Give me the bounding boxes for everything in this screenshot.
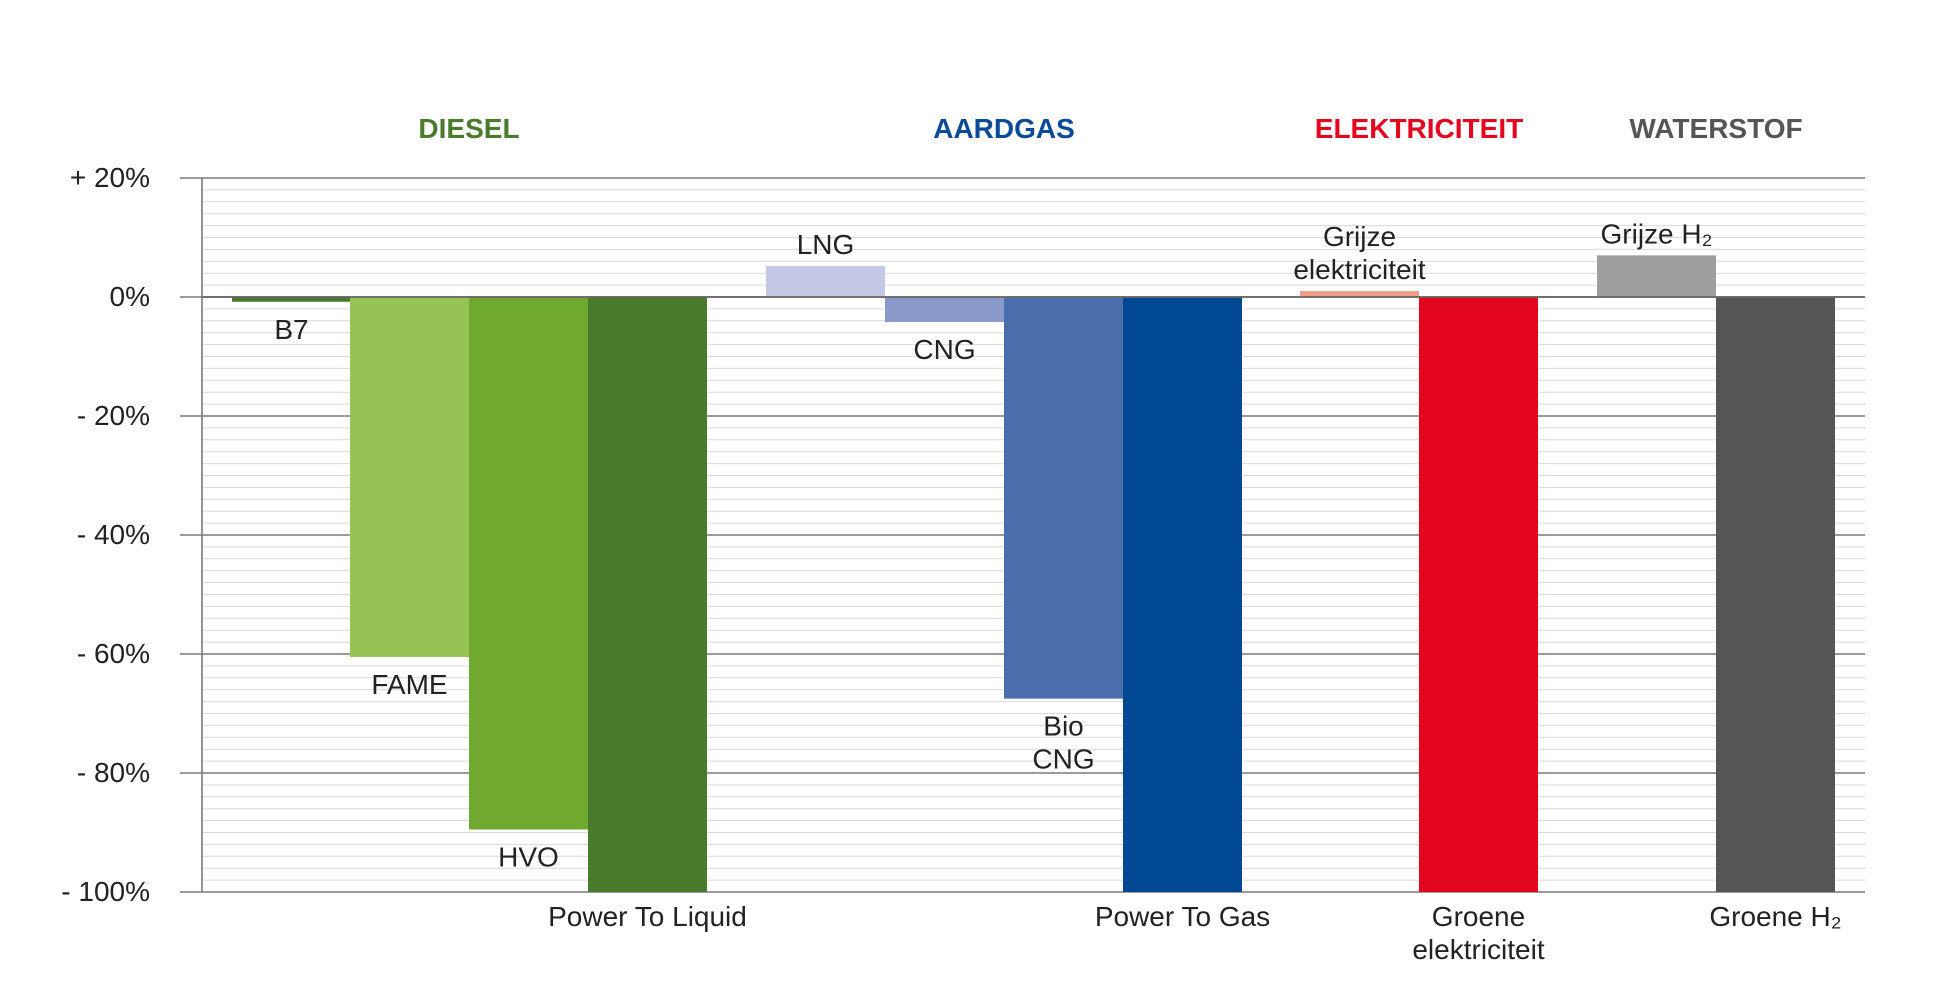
y-tick-label: - 80% [77, 757, 150, 788]
bar [469, 297, 588, 830]
bar-label: elektriciteit [1412, 934, 1544, 965]
bar [1123, 297, 1242, 892]
bar-label: Grijze [1323, 221, 1396, 252]
bar-label: Power To Gas [1095, 901, 1270, 932]
bar [1300, 291, 1419, 297]
bar-label: B7 [274, 314, 308, 345]
y-tick-label: + 20% [70, 162, 150, 193]
bar-label: FAME [371, 669, 447, 700]
bar-label: Grijze H₂ [1601, 218, 1713, 249]
bar-label: Power To Liquid [548, 901, 747, 932]
bar [1716, 297, 1835, 892]
bar-label: Groene H₂ [1709, 901, 1841, 932]
bar [1419, 297, 1538, 892]
bar [766, 266, 885, 297]
bar-label: elektriciteit [1293, 254, 1425, 285]
y-tick-label: - 20% [77, 400, 150, 431]
y-tick-label: 0% [110, 281, 150, 312]
bar-label: LNG [797, 229, 855, 260]
bar [885, 297, 1004, 322]
y-tick-label: - 60% [77, 638, 150, 669]
bar-label: Groene [1432, 901, 1525, 932]
bar-label: Bio [1043, 711, 1083, 742]
bar [588, 297, 707, 892]
group-title: AARDGAS [933, 113, 1075, 144]
bar-label: CNG [1032, 744, 1094, 775]
bar-label: HVO [498, 842, 559, 873]
group-title: WATERSTOF [1629, 113, 1802, 144]
bar-label: CNG [913, 334, 975, 365]
bar [1597, 255, 1716, 297]
bar [1004, 297, 1123, 699]
group-title: ELEKTRICITEIT [1315, 113, 1523, 144]
bar [232, 297, 351, 302]
y-tick-label: - 100% [61, 876, 150, 907]
bar [350, 297, 469, 657]
group-title: DIESEL [418, 113, 519, 144]
y-tick-label: - 40% [77, 519, 150, 550]
